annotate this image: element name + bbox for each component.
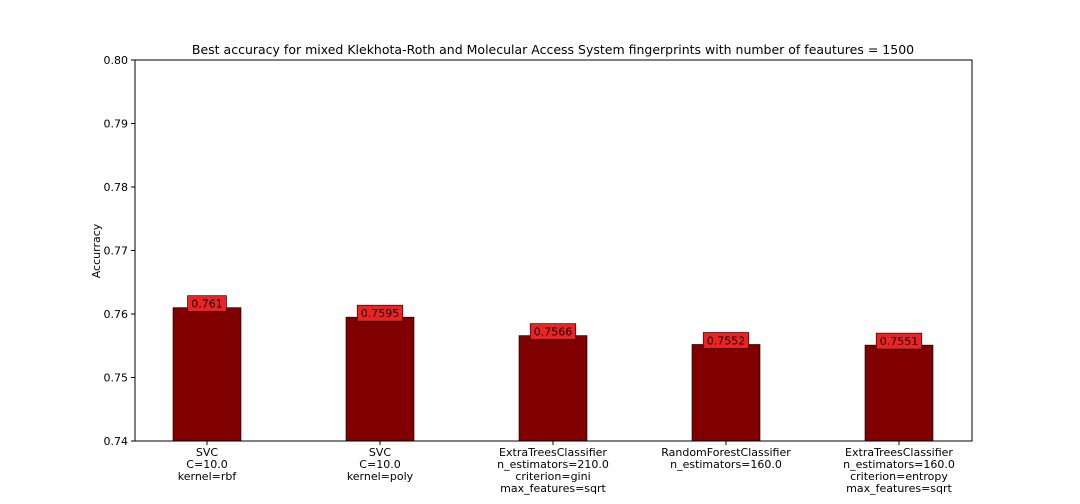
x-tick-label-line: max_features=sqrt [846,482,952,495]
y-tick-label: 0.76 [104,308,129,321]
y-tick-label: 0.80 [104,54,129,67]
x-tick-label: RandomForestClassifier n_estimators=160.0 [661,446,791,471]
y-tick-label: 0.77 [104,245,129,258]
x-tick-label-line: C=10.0 [359,458,400,471]
x-tick-label-line: criterion=entropy [850,470,948,483]
value-label: 0.7552 [707,334,746,347]
y-axis-label: Accurracy [90,223,103,278]
chart-title: Best accuracy for mixed Klekhota-Roth an… [192,42,914,57]
x-tick-label-line: C=10.0 [186,458,227,471]
x-tick-label-line: n_estimators=160.0 [670,458,782,471]
y-tick-label: 0.79 [104,118,129,131]
x-tick-label-line: criterion=gini [515,470,590,483]
x-tick-label-line: kernel=rbf [178,470,238,483]
x-tick-label-line: SVC [196,446,219,459]
x-tick-label: SVC C=10.0 kernel=poly [347,446,414,483]
x-tick-label-line: RandomForestClassifier [661,446,791,459]
value-label: 0.7595 [361,307,400,320]
bar [518,335,588,442]
x-tick-label-line: kernel=poly [347,470,414,483]
value-label-box [356,304,404,322]
x-tick-label: ExtraTreesClassifier n_estimators=210.0 cr… [497,446,609,495]
y-axis-ticks: 0.74 0.75 0.76 0.77 0.78 0.79 0.80 [104,54,135,448]
value-label-box [529,323,577,340]
y-tick-label: 0.75 [104,372,129,385]
value-label-box [875,332,923,350]
x-tick-label-line: ExtraTreesClassifier [499,446,607,459]
value-label: 0.7566 [534,326,573,339]
value-label: 0.761 [191,298,223,311]
bar [864,344,934,442]
bar [691,344,761,442]
x-tick-label: ExtraTreesClassifier n_estimators=160.0 cr… [843,446,955,495]
x-tick-label-line: max_features=sqrt [500,482,606,495]
x-tick-label-line: n_estimators=160.0 [843,458,955,471]
value-label: 0.7551 [880,335,919,348]
y-tick-label: 0.74 [104,435,129,448]
value-label-box [187,295,227,312]
x-tick-label: SVC C=10.0 kernel=rbf [178,446,238,483]
y-tick-label: 0.78 [104,181,129,194]
value-label-box [702,332,750,349]
plot-frame [134,59,973,442]
bar [172,307,242,442]
x-tick-label-line: ExtraTreesClassifier [845,446,953,459]
value-labels-group: 0.761 0.7595 0.7566 0.7552 0.7551 [187,295,923,350]
x-tick-label-line: SVC [369,446,392,459]
bar [345,316,415,442]
x-tick-label-line: n_estimators=210.0 [497,458,609,471]
